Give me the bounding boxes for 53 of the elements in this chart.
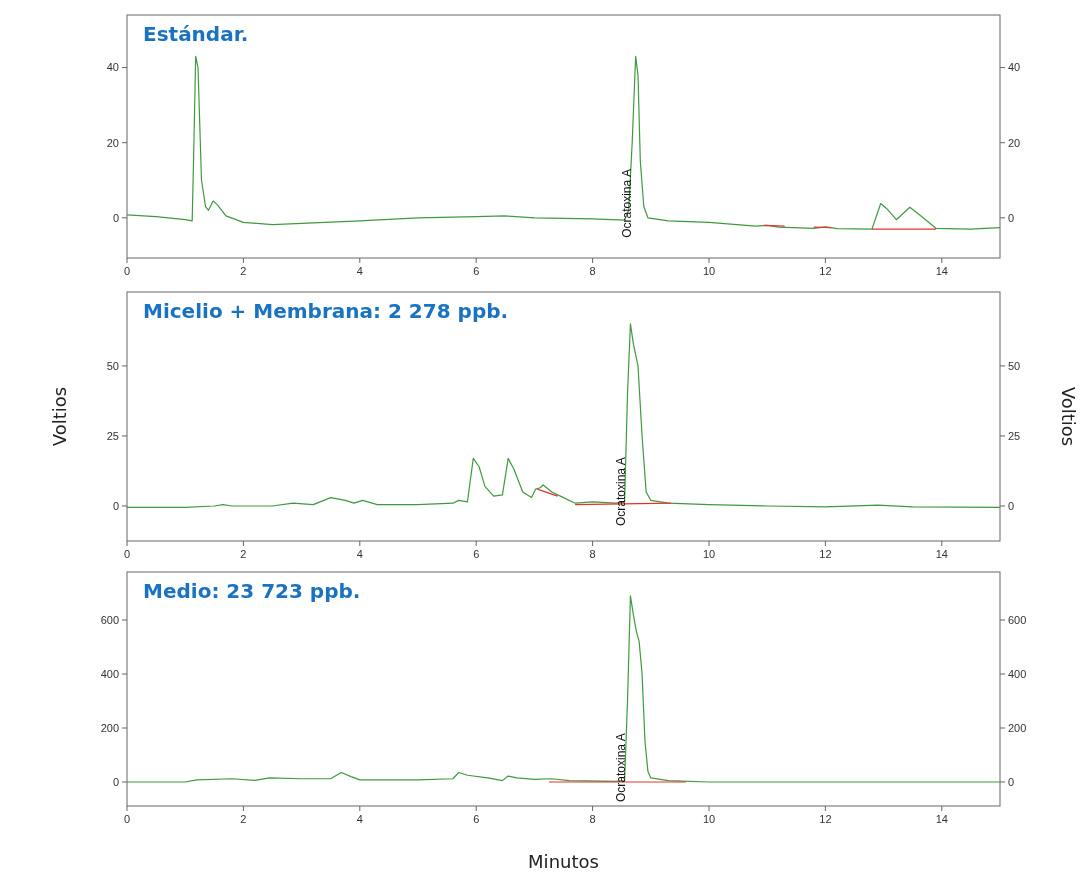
x-tick-label: 8 xyxy=(589,265,596,277)
x-tick-label: 0 xyxy=(123,548,131,560)
y-tick-label: 0 xyxy=(112,211,119,224)
y-axis-title: Voltios xyxy=(49,386,70,447)
annotation: Ocratoxina A xyxy=(619,169,634,238)
y2-tick-label: 20 xyxy=(1008,136,1021,149)
x-tick-label: 4 xyxy=(356,548,363,560)
x-axis-title: Minutos xyxy=(528,851,599,872)
y2-tick-label: 40 xyxy=(1008,61,1021,74)
y-tick-label: 40 xyxy=(106,61,119,74)
y-tick-label: 50 xyxy=(106,359,119,372)
x-tick-label: 0 xyxy=(123,813,131,825)
x-tick-label: 14 xyxy=(935,265,948,277)
y-tick-label: 0 xyxy=(112,775,119,788)
y2-tick-label: 50 xyxy=(1008,359,1021,372)
chart-title: Estándar. xyxy=(143,22,249,46)
x-tick-label: 0 xyxy=(123,265,131,277)
y2-tick-label: 0 xyxy=(1008,211,1015,224)
x-tick-label: 4 xyxy=(356,265,363,277)
chart-title: Medio: 23 723 ppb. xyxy=(143,579,361,603)
x-tick-label: 8 xyxy=(589,813,596,825)
x-tick-label: 10 xyxy=(702,813,716,825)
x-tick-label: 10 xyxy=(702,265,716,277)
annotation: Ocratoxina A xyxy=(614,733,629,802)
x-tick-label: 2 xyxy=(240,265,247,277)
y2-tick-label: 400 xyxy=(1008,667,1027,680)
y2-tick-label: 200 xyxy=(1008,721,1027,734)
y-tick-label: 20 xyxy=(106,136,119,149)
x-tick-label: 4 xyxy=(356,813,363,825)
y-tick-label: 600 xyxy=(100,613,119,626)
chart-title: Micelio + Membrana: 2 278 ppb. xyxy=(143,299,509,323)
x-tick-label: 6 xyxy=(473,813,480,825)
y-tick-label: 400 xyxy=(100,667,119,680)
x-tick-label: 14 xyxy=(935,813,948,825)
y-tick-label: 200 xyxy=(100,721,119,734)
y2-axis-title: Voltios xyxy=(1058,386,1079,447)
x-tick-label: 2 xyxy=(240,548,247,560)
y2-tick-label: 600 xyxy=(1008,613,1027,626)
y-tick-label: 25 xyxy=(106,429,119,442)
x-tick-label: 6 xyxy=(473,265,480,277)
y2-tick-label: 0 xyxy=(1008,499,1015,512)
y2-tick-label: 0 xyxy=(1008,775,1015,788)
x-tick-label: 2 xyxy=(240,813,247,825)
x-tick-label: 12 xyxy=(819,265,832,277)
x-tick-label: 12 xyxy=(819,548,832,560)
x-tick-label: 8 xyxy=(589,548,596,560)
y2-tick-label: 25 xyxy=(1008,429,1021,442)
annotation: Ocratoxina A xyxy=(614,457,629,526)
x-tick-label: 6 xyxy=(473,548,480,560)
x-tick-label: 12 xyxy=(819,813,832,825)
y-tick-label: 0 xyxy=(112,499,119,512)
x-tick-label: 10 xyxy=(702,548,716,560)
x-tick-label: 14 xyxy=(935,548,948,560)
